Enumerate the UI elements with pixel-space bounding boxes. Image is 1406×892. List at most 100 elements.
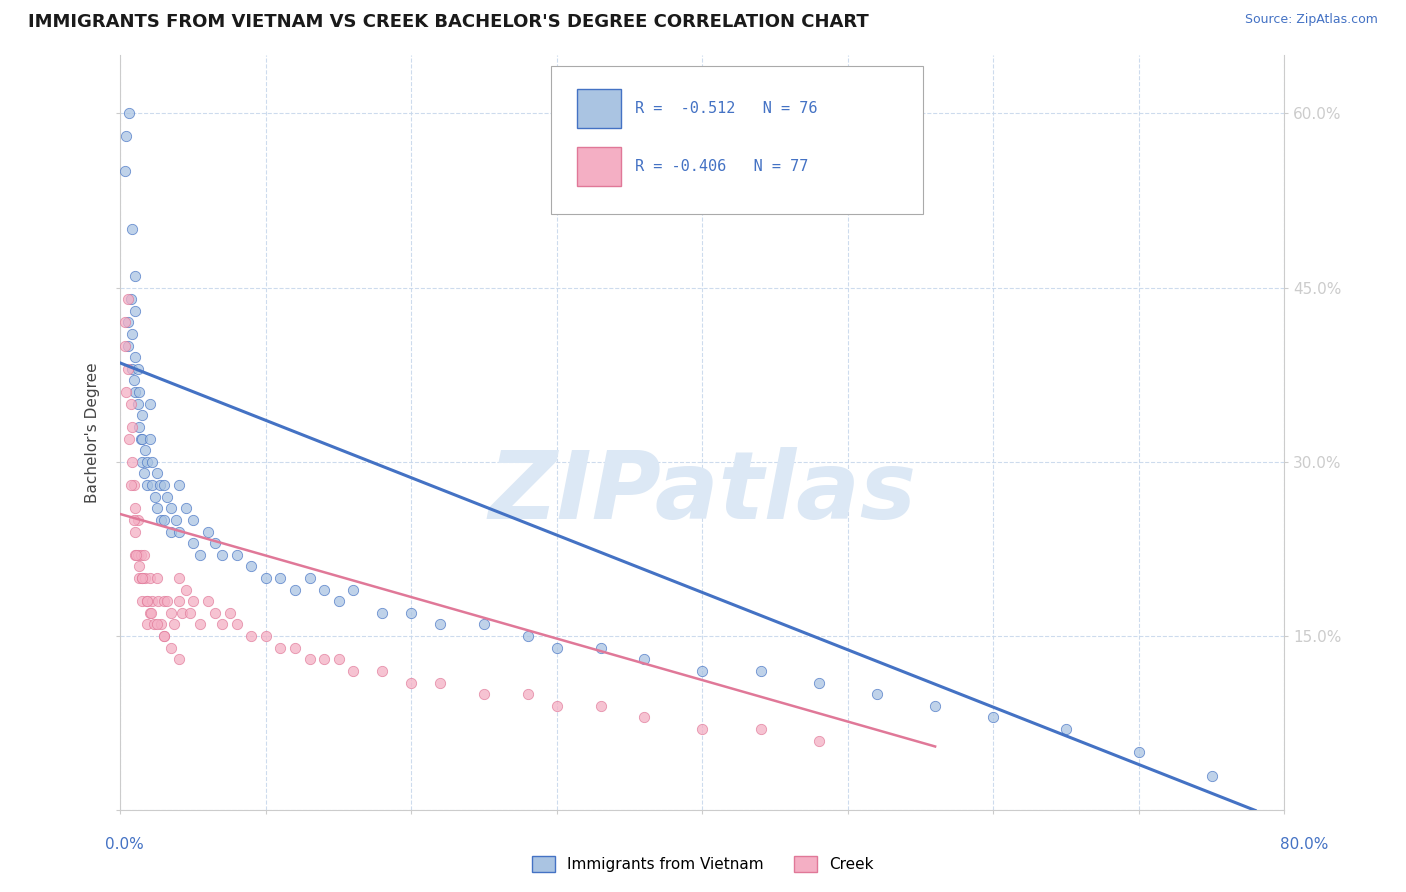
Point [120, 292, 142, 306]
Point [114, 315, 136, 329]
Point [807, 675, 830, 690]
Point [254, 571, 277, 585]
Point [181, 536, 204, 550]
Point [142, 617, 165, 632]
Point [146, 571, 169, 585]
Point [240, 629, 263, 643]
Point [429, 675, 451, 690]
Point [633, 710, 655, 724]
Point [117, 315, 139, 329]
Point [160, 640, 183, 655]
Point [197, 594, 219, 608]
Y-axis label: Bachelor's Degree: Bachelor's Degree [86, 362, 100, 503]
Point [115, 129, 138, 144]
Point [141, 455, 163, 469]
Point [749, 722, 772, 736]
Point [342, 664, 364, 678]
Point [1128, 745, 1150, 759]
Point [472, 687, 495, 701]
Point [131, 432, 153, 446]
Point [121, 420, 143, 434]
Point [150, 617, 173, 632]
Point [254, 629, 277, 643]
Text: IMMIGRANTS FROM VIETNAM VS CREEK BACHELOR'S DEGREE CORRELATION CHART: IMMIGRANTS FROM VIETNAM VS CREEK BACHELO… [28, 13, 869, 31]
Point [150, 513, 173, 527]
Point [225, 548, 247, 562]
Point [146, 501, 169, 516]
Point [633, 652, 655, 666]
Point [138, 606, 160, 620]
Point [174, 582, 197, 597]
Point [472, 617, 495, 632]
Point [127, 397, 149, 411]
Point [181, 594, 204, 608]
Point [117, 338, 139, 352]
Point [125, 548, 148, 562]
Point [141, 478, 163, 492]
Point [167, 571, 190, 585]
Point [153, 513, 176, 527]
Point [181, 513, 204, 527]
Point [981, 710, 1004, 724]
Point [167, 652, 190, 666]
Point [866, 687, 889, 701]
Point [589, 698, 612, 713]
Point [122, 513, 145, 527]
Point [124, 303, 146, 318]
Point [128, 420, 150, 434]
Point [122, 374, 145, 388]
Point [1054, 722, 1077, 736]
Point [401, 606, 423, 620]
Point [284, 582, 307, 597]
Point [371, 664, 394, 678]
Point [516, 629, 538, 643]
Point [328, 594, 350, 608]
Point [131, 455, 153, 469]
Point [131, 594, 153, 608]
Point [298, 571, 321, 585]
Point [546, 698, 568, 713]
Point [692, 664, 714, 678]
Point [170, 606, 193, 620]
Point [124, 350, 146, 364]
Point [134, 443, 156, 458]
Point [924, 698, 946, 713]
Point [546, 640, 568, 655]
Point [120, 397, 142, 411]
Point [139, 606, 162, 620]
FancyBboxPatch shape [576, 146, 621, 186]
Point [117, 292, 139, 306]
Point [127, 548, 149, 562]
Point [148, 594, 170, 608]
Point [114, 338, 136, 352]
Point [135, 594, 157, 608]
Point [153, 594, 176, 608]
Point [167, 524, 190, 539]
Point [132, 467, 155, 481]
Point [589, 640, 612, 655]
Point [156, 490, 179, 504]
Point [141, 594, 163, 608]
FancyBboxPatch shape [576, 89, 621, 128]
Point [342, 582, 364, 597]
Point [163, 617, 186, 632]
Point [117, 362, 139, 376]
Point [124, 524, 146, 539]
Point [167, 594, 190, 608]
Point [211, 548, 233, 562]
Point [204, 536, 226, 550]
Point [121, 362, 143, 376]
Point [146, 617, 169, 632]
Point [174, 501, 197, 516]
Point [121, 326, 143, 341]
Point [129, 548, 152, 562]
Point [132, 548, 155, 562]
Point [143, 490, 166, 504]
Text: 80.0%: 80.0% [1281, 838, 1329, 852]
Point [122, 478, 145, 492]
Point [692, 722, 714, 736]
Point [114, 164, 136, 178]
Point [153, 629, 176, 643]
Point [131, 409, 153, 423]
Point [165, 513, 187, 527]
